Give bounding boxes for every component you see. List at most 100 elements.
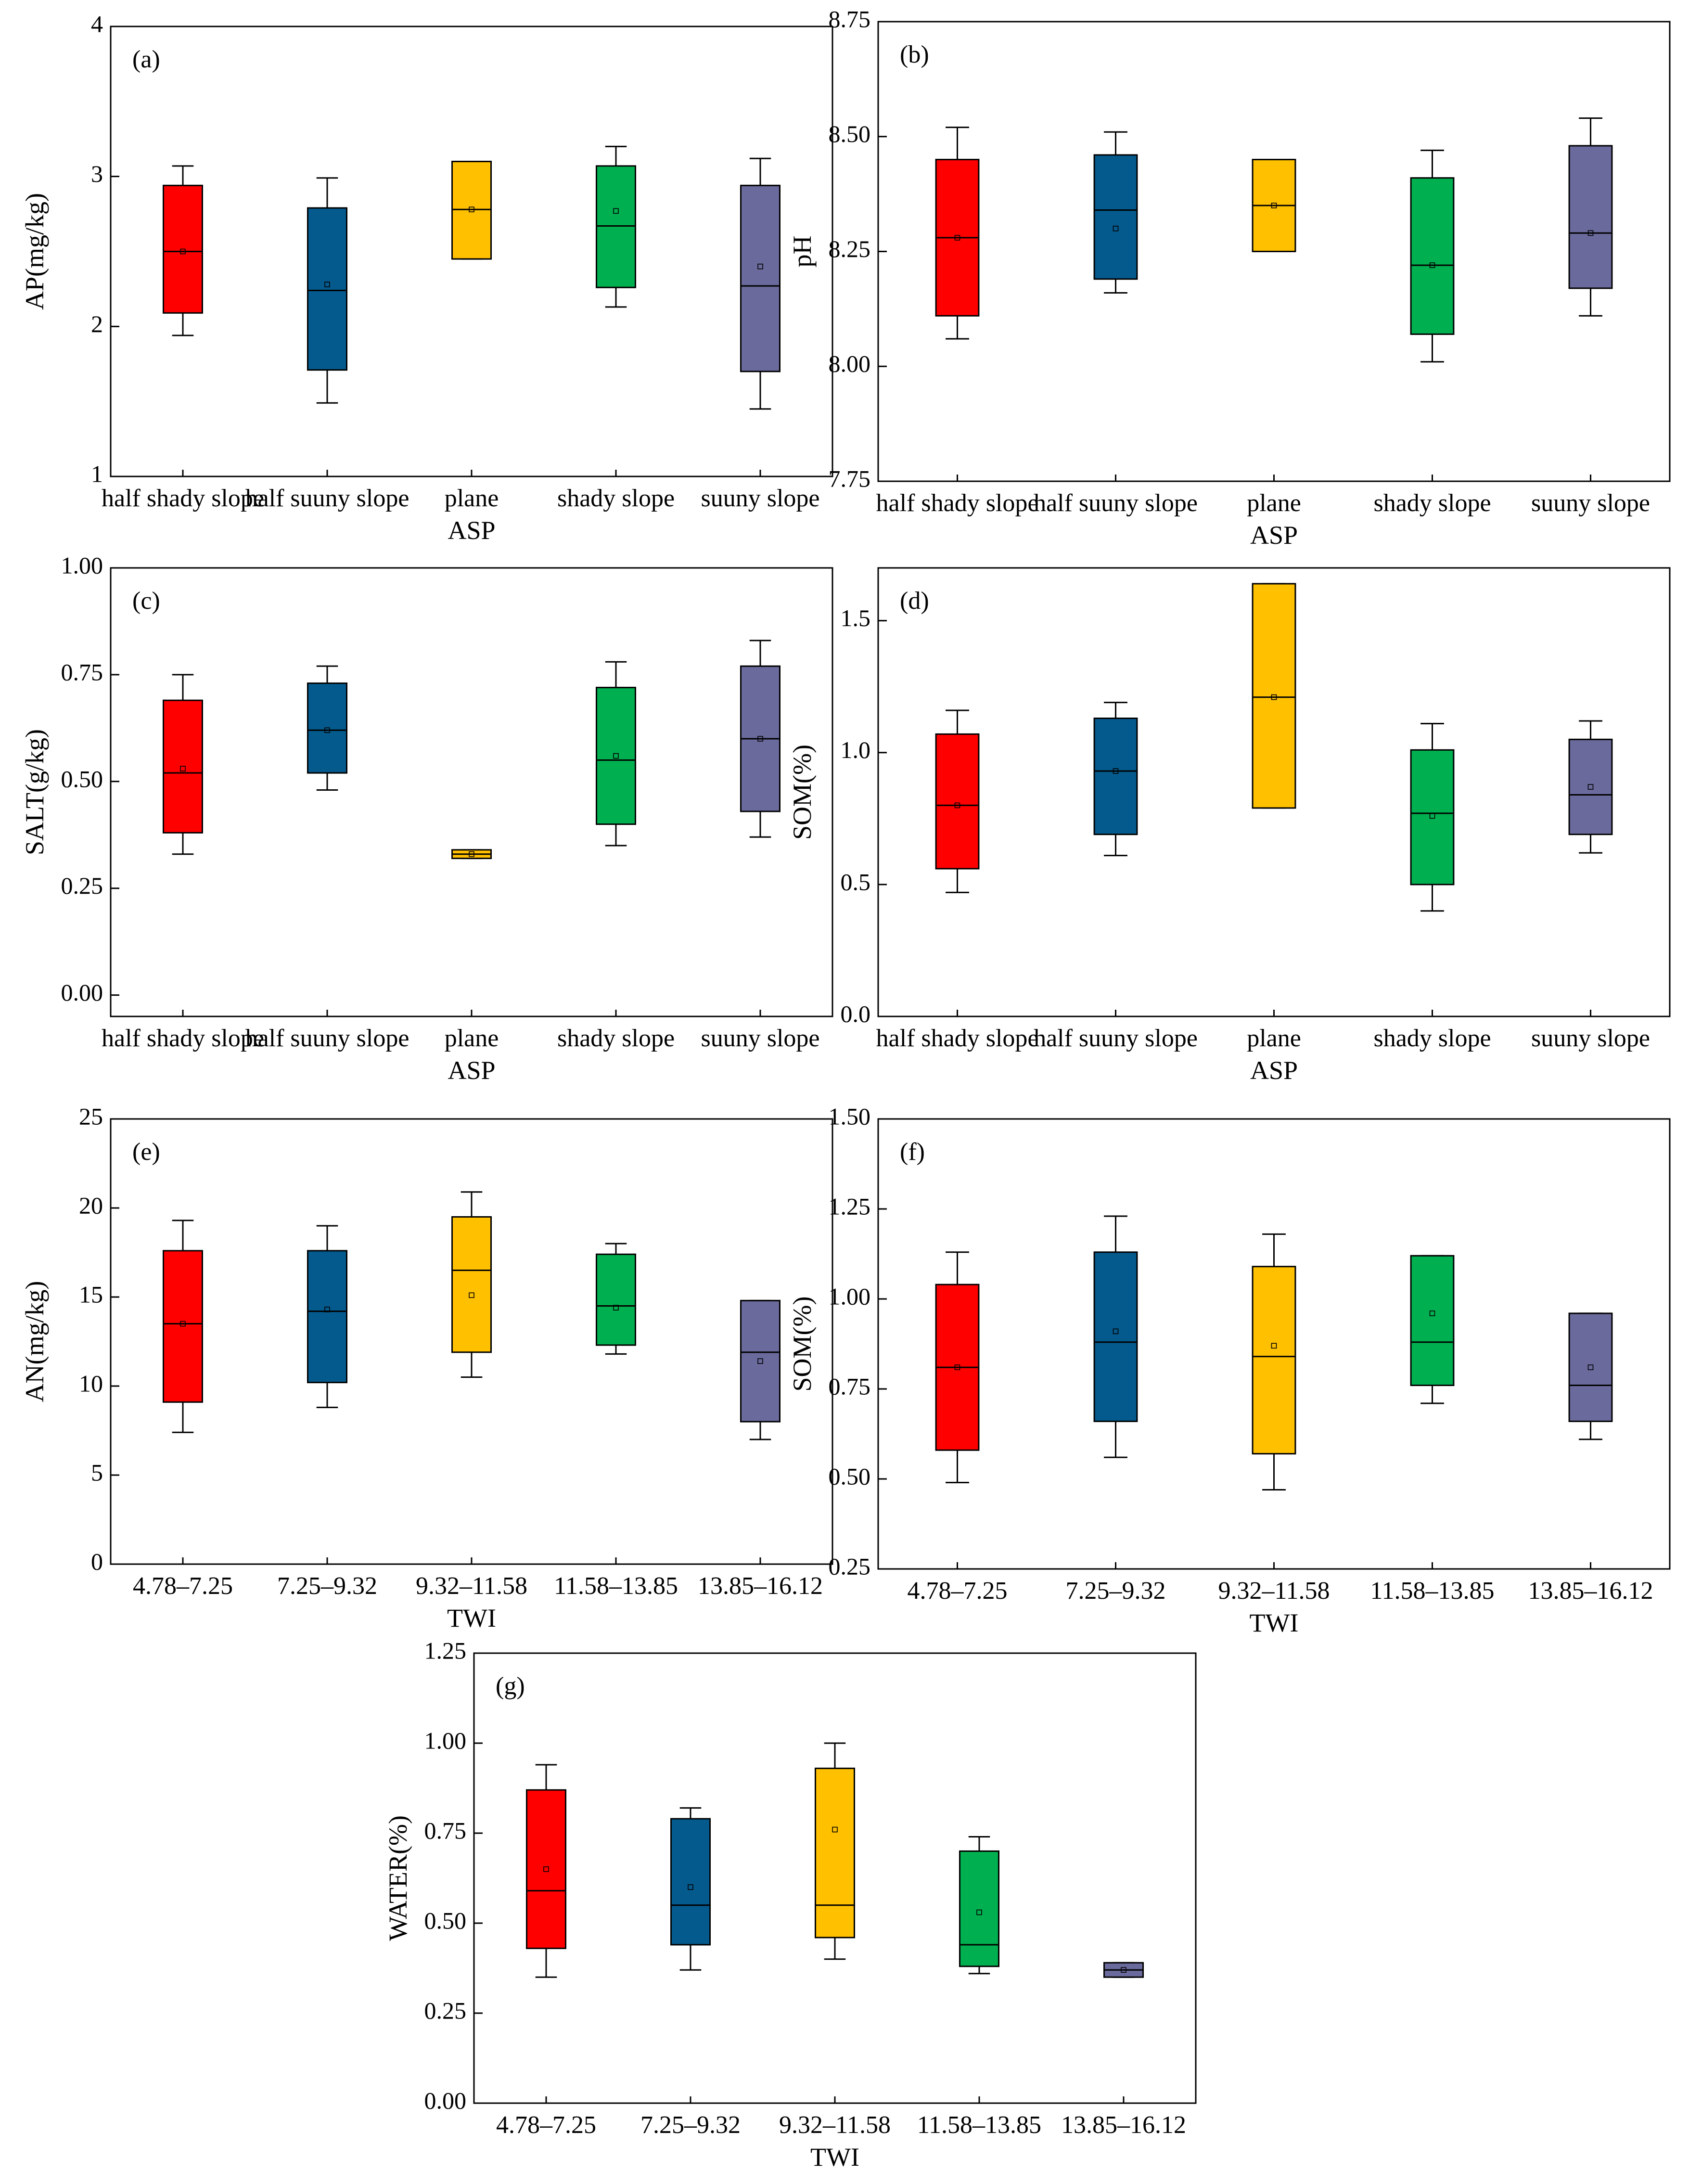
mean-marker — [1429, 1310, 1435, 1316]
box-2 — [1093, 702, 1138, 857]
box-5 — [1568, 720, 1613, 854]
iqr-box — [1568, 1312, 1613, 1422]
x-category-label: 9.32–11.58 — [779, 2111, 891, 2139]
x-category-label: 13.85–16.12 — [698, 1572, 823, 1600]
box-1 — [163, 1220, 203, 1433]
x-category-label: shady slope — [1373, 489, 1491, 517]
mean-marker — [1587, 1364, 1594, 1370]
panel-tag: (b) — [900, 41, 929, 68]
panel-tag: (a) — [132, 46, 160, 73]
mean-marker — [324, 1307, 330, 1312]
box-3 — [1252, 583, 1296, 809]
iqr-box — [1093, 154, 1138, 280]
x-category-label: half suuny slope — [245, 1025, 409, 1052]
mean-marker — [1271, 1343, 1277, 1349]
mean-marker — [324, 727, 330, 733]
chart-panel-b: 7.75 8.00 8.25 8.50 8.75 half shady slopehalf… — [788, 5, 1671, 550]
x-category-label: half suuny slope — [1034, 489, 1198, 517]
x-category-label: suuny slope — [701, 485, 820, 512]
iqr-box — [1410, 749, 1455, 886]
x-category-label: 7.25–9.32 — [640, 2111, 741, 2139]
y-axis-title: AN(mg/kg) — [20, 1281, 49, 1402]
iqr-box — [307, 207, 347, 371]
box-2 — [1093, 1215, 1138, 1458]
box-1 — [163, 165, 203, 336]
x-category-label: 9.32–11.58 — [1218, 1577, 1330, 1605]
mean-marker — [613, 1305, 619, 1310]
y-tick-label: 10 — [79, 1370, 103, 1397]
y-tick-label: 8.50 — [829, 120, 871, 147]
y-tick-label: 1.00 — [61, 552, 103, 578]
mean-marker — [469, 1292, 474, 1298]
x-category-label: shady slope — [557, 485, 675, 512]
box-4 — [1410, 149, 1455, 363]
iqr-box — [959, 1850, 999, 1967]
box-2 — [307, 1225, 347, 1408]
y-axis-title: WATER(%) — [384, 1815, 412, 1941]
y-axis-title: AP(mg/kg) — [20, 193, 49, 310]
y-axis-title: pH — [788, 236, 817, 268]
box-4 — [1410, 1255, 1455, 1404]
mean-marker — [1587, 784, 1594, 790]
y-tick-label: 1 — [91, 460, 103, 487]
y-tick-label: 20 — [79, 1192, 103, 1219]
chart-panel-g: 0.00 0.25 0.50 0.75 1.00 1.25 4.78–7.25 7.25–9.… — [384, 1637, 1197, 2171]
box-3 — [451, 1191, 492, 1378]
mean-marker — [1271, 694, 1277, 700]
iqr-box — [1410, 177, 1455, 335]
y-tick-label: 2 — [91, 310, 103, 337]
iqr-box — [1093, 717, 1138, 835]
x-category-label: 4.78–7.25 — [133, 1572, 233, 1600]
box-2 — [307, 665, 347, 791]
x-category-label: suuny slope — [1531, 489, 1650, 517]
y-tick-label: 25 — [79, 1103, 103, 1130]
y-tick-label: 0.00 — [424, 2087, 467, 2114]
mean-marker — [757, 736, 763, 742]
mean-marker — [757, 263, 763, 270]
x-axis-title: TWI — [1250, 1608, 1299, 1637]
iqr-box — [596, 687, 636, 825]
y-tick-label: 7.75 — [829, 465, 871, 492]
y-tick-label: 0.50 — [424, 1907, 467, 1934]
mean-marker — [469, 851, 474, 857]
y-tick-label: 1.00 — [829, 1283, 871, 1310]
mean-marker — [180, 248, 186, 255]
chart-panel-e: 0 5 10 15 20 25 4.78–7.25 7.25–9.32 9.32–11.58 11… — [20, 1103, 833, 1632]
box-4 — [596, 1243, 636, 1355]
iqr-box — [1093, 1251, 1138, 1422]
mean-marker — [757, 1358, 763, 1364]
x-category-label: 11.58–13.85 — [554, 1572, 678, 1600]
iqr-box — [740, 1299, 781, 1423]
x-category-label: 11.58–13.85 — [1370, 1577, 1494, 1605]
y-tick-label: 3 — [91, 160, 103, 187]
mean-marker — [324, 282, 330, 287]
y-tick-label: 1.5 — [841, 604, 871, 631]
iqr-box — [1252, 583, 1296, 809]
y-tick-label: 1.0 — [841, 736, 871, 763]
chart-panel-f: 0.25 0.50 0.75 1.00 1.25 1.50 4.78–7.25 7.25–9.… — [788, 1103, 1671, 1637]
y-tick-label: 0.0 — [841, 1000, 871, 1027]
box-1 — [935, 1251, 980, 1483]
mean-marker — [1587, 230, 1594, 236]
mean-marker — [180, 766, 186, 771]
y-tick-label: 0.25 — [424, 1997, 467, 2024]
y-tick-label: 0.25 — [829, 1553, 871, 1580]
mean-marker — [976, 1909, 982, 1915]
box-2 — [307, 177, 347, 404]
box-4 — [1410, 722, 1455, 912]
x-category-label: 13.85–16.12 — [1528, 1577, 1653, 1605]
box-5 — [1568, 117, 1613, 317]
y-tick-label: 0.25 — [61, 872, 103, 899]
x-category-label: 4.78–7.25 — [496, 2111, 596, 2139]
x-category-label: plane — [445, 485, 499, 512]
y-tick-label: 1.25 — [424, 1637, 467, 1664]
mean-marker — [954, 802, 960, 809]
box-4 — [596, 145, 636, 308]
chart-panel-c: 0.00 0.25 0.50 0.75 1.00 half shady slopehalf… — [20, 552, 833, 1085]
box-5 — [740, 1299, 781, 1440]
mean-marker — [1113, 225, 1119, 231]
mean-marker — [180, 1321, 186, 1327]
box-4 — [596, 661, 636, 847]
box-3 — [451, 161, 492, 260]
